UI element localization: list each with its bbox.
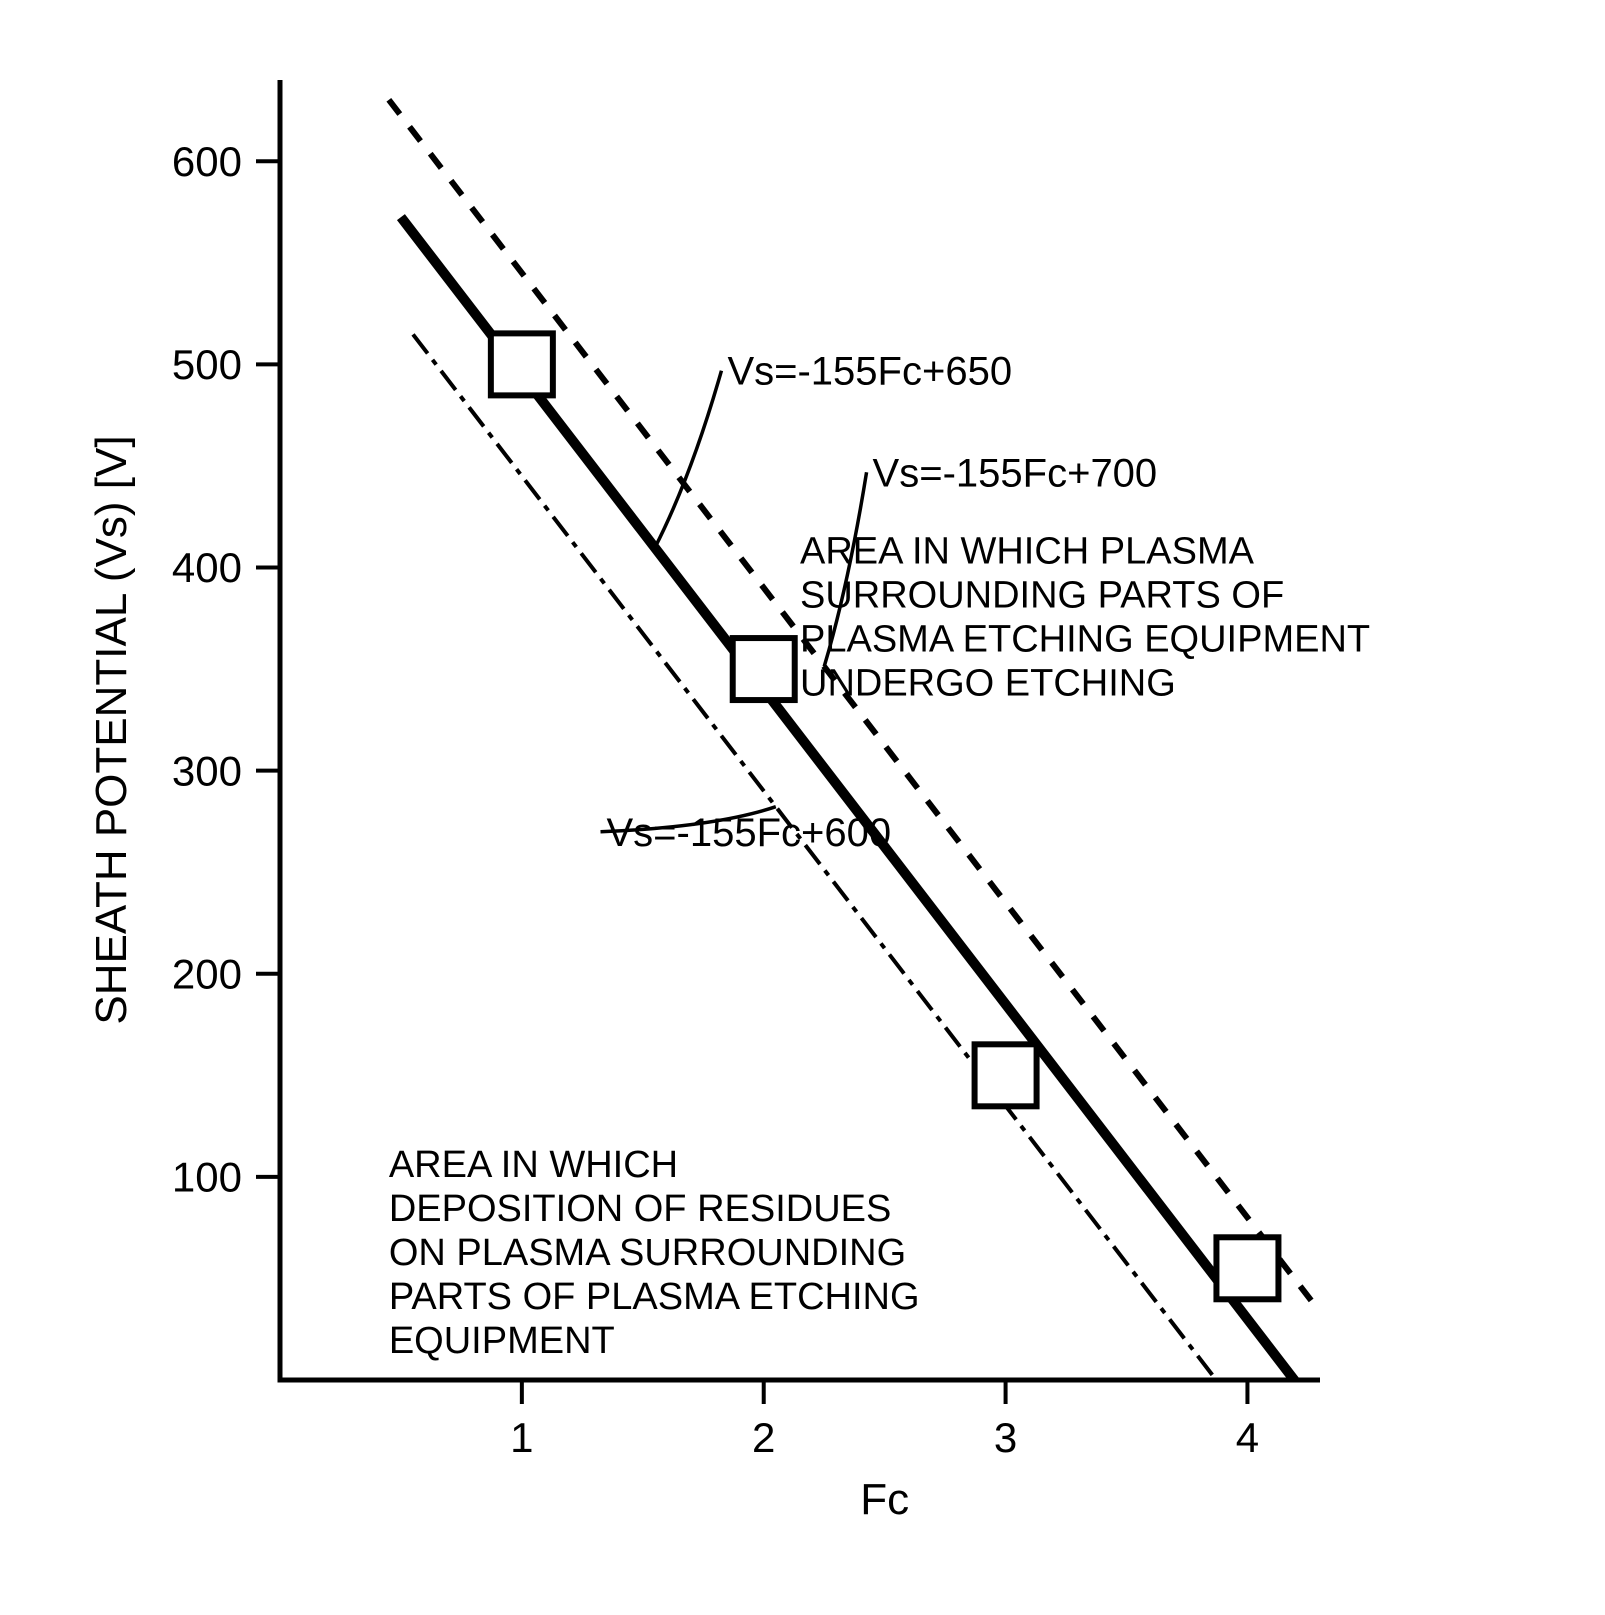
ytick-label: 600: [172, 138, 242, 185]
ytick-label: 300: [172, 747, 242, 794]
data-marker: [491, 333, 553, 395]
data-marker: [975, 1044, 1037, 1106]
chart-container: { "chart": { "type": "line", "width": 16…: [0, 0, 1605, 1615]
area-etch-line: SURROUNDING PARTS OF: [800, 574, 1284, 616]
ytick-label: 400: [172, 544, 242, 591]
xtick-label: 4: [1236, 1414, 1259, 1461]
label-650: Vs=-155Fc+650: [727, 350, 1012, 394]
label-600: Vs=-155Fc+600: [607, 811, 892, 855]
xtick-label: 1: [510, 1414, 533, 1461]
ytick-label: 200: [172, 950, 242, 997]
chart-svg: 100 200 300 400 500 600 1 2 3 4 Fc SHEATH POTENTIAL…: [0, 0, 1605, 1615]
area-etch-line: UNDERGO ETCHING: [800, 662, 1176, 704]
area-etch-line: AREA IN WHICH PLASMA: [800, 530, 1255, 572]
ytick-label: 100: [172, 1154, 242, 1201]
x-axis-label: Fc: [860, 1475, 909, 1524]
area-depo-line: AREA IN WHICH: [389, 1144, 678, 1186]
y-axis-label: SHEATH POTENTIAL (Vs) [V]: [87, 435, 136, 1024]
xtick-label: 2: [752, 1414, 775, 1461]
xtick-label: 3: [994, 1414, 1017, 1461]
area-depo-line: DEPOSITION OF RESIDUES: [389, 1188, 892, 1230]
data-marker: [733, 638, 795, 700]
label-700: Vs=-155Fc+700: [873, 451, 1158, 495]
area-depo-line: ON PLASMA SURROUNDING: [389, 1232, 906, 1274]
data-marker: [1216, 1237, 1278, 1299]
line-vs700: [389, 100, 1320, 1312]
area-depo-line: EQUIPMENT: [389, 1320, 615, 1362]
area-etch-line: PLASMA ETCHING EQUIPMENT: [800, 618, 1370, 660]
area-depo-line: PARTS OF PLASMA ETCHING: [389, 1276, 920, 1318]
ytick-label: 500: [172, 341, 242, 388]
